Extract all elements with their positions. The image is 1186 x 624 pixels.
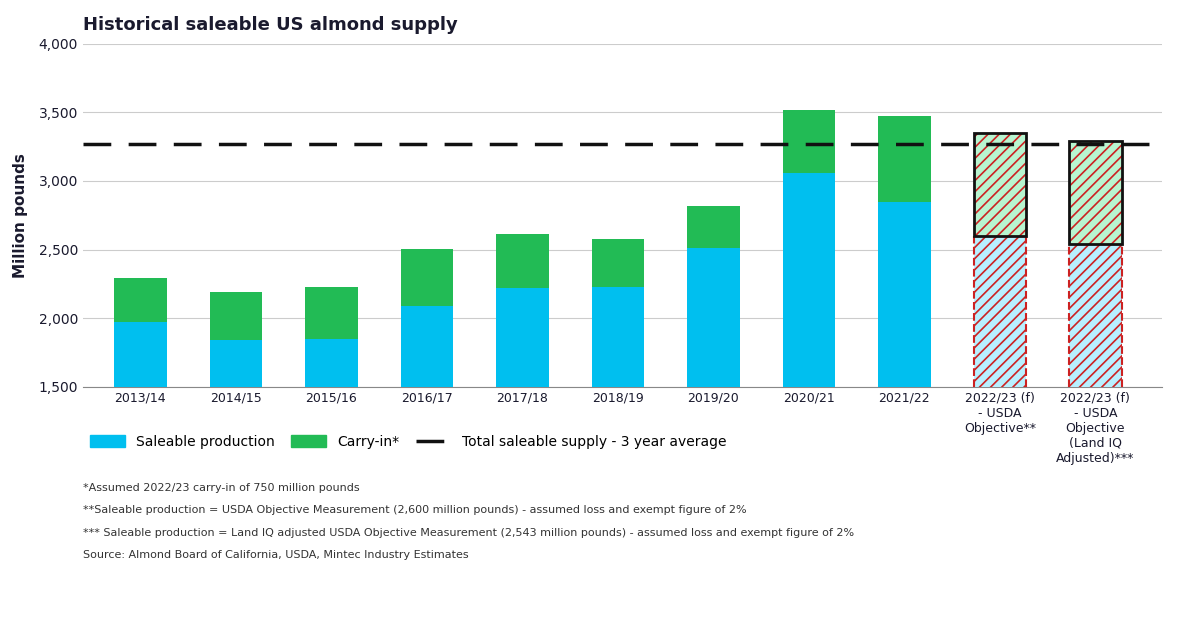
Bar <box>878 117 931 202</box>
Bar <box>305 287 358 339</box>
Bar <box>974 133 1026 236</box>
Text: *Assumed 2022/23 carry-in of 750 million pounds: *Assumed 2022/23 carry-in of 750 million… <box>83 483 359 493</box>
Text: **Saleable production = USDA Objective Measurement (2,600 million pounds) - assu: **Saleable production = USDA Objective M… <box>83 505 747 515</box>
Legend: Saleable production, Carry-in*, Total saleable supply - 3 year average: Saleable production, Carry-in*, Total sa… <box>90 435 726 449</box>
Bar <box>401 249 453 306</box>
Bar <box>592 286 644 387</box>
Bar <box>114 278 166 322</box>
Text: Historical saleable US almond supply: Historical saleable US almond supply <box>83 16 458 34</box>
Bar <box>687 206 740 248</box>
Bar <box>687 248 740 387</box>
Bar <box>496 288 549 387</box>
Bar <box>974 236 1026 387</box>
Bar <box>878 202 931 387</box>
Bar <box>1069 141 1122 244</box>
Text: Source: Almond Board of California, USDA, Mintec Industry Estimates: Source: Almond Board of California, USDA… <box>83 550 468 560</box>
Bar <box>783 110 835 173</box>
Bar <box>783 173 835 387</box>
Bar <box>210 292 262 340</box>
Bar <box>1069 244 1122 387</box>
Bar <box>305 339 358 387</box>
Text: *** Saleable production = Land IQ adjusted USDA Objective Measurement (2,543 mil: *** Saleable production = Land IQ adjust… <box>83 528 854 538</box>
Bar <box>1069 141 1122 244</box>
Bar <box>592 238 644 286</box>
Y-axis label: Million pounds: Million pounds <box>13 153 27 278</box>
Bar <box>114 322 166 387</box>
Bar <box>401 306 453 387</box>
Bar <box>210 340 262 387</box>
Bar <box>974 133 1026 236</box>
Bar <box>496 235 549 288</box>
